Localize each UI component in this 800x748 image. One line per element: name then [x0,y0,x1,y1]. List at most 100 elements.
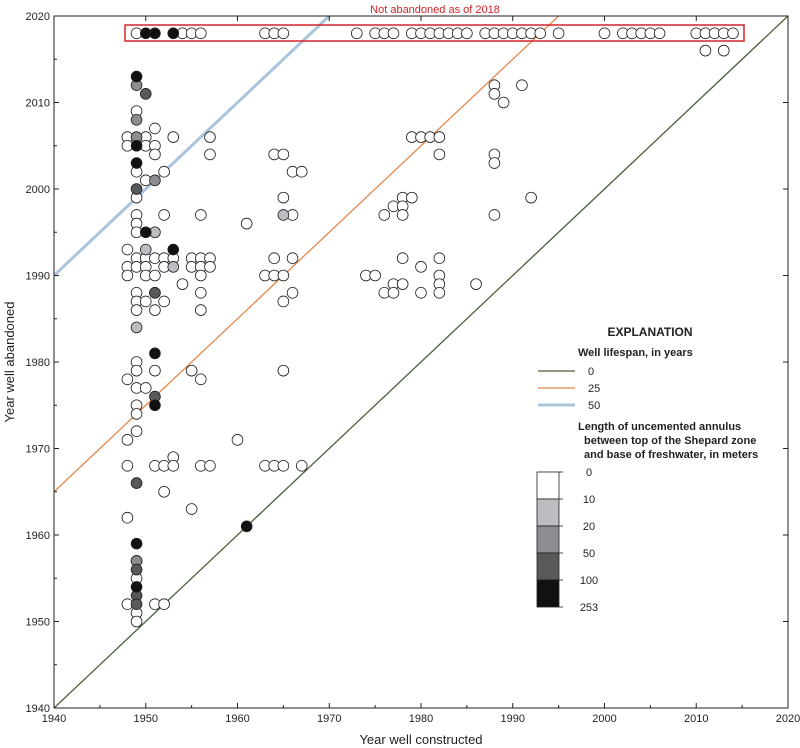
data-point-class-0 [195,304,207,316]
data-point-class-0 [185,503,198,515]
legend-annulus-title-line-2: between top of the Shepard zone [584,435,756,447]
data-point-class-0 [369,269,381,282]
lifespan-line-0 [54,16,788,708]
data-point-class-0 [378,209,391,221]
data-point-class-0 [158,165,170,178]
data-point-class-4 [149,347,161,360]
data-point-class-0 [130,425,143,438]
data-point-class-0 [699,44,712,57]
data-point-class-0 [195,286,207,299]
data-point-class-4 [130,157,143,169]
data-point-class-0 [277,269,290,282]
legend-annulus-label: 253 [580,602,598,614]
data-point-class-0 [433,252,446,265]
data-point-class-0 [552,27,565,40]
y-tick-label: 2010 [26,98,50,110]
legend-annulus-swatch [536,525,560,554]
data-point-class-0 [534,27,547,40]
legend-annulus-label: 100 [580,575,598,587]
data-point-class-0 [277,459,290,472]
data-point-class-0 [406,191,418,204]
data-point-class-0 [350,27,363,40]
data-point-class-0 [130,615,143,628]
data-point-class-0 [415,286,427,299]
data-point-class-3 [149,286,161,299]
legend-annulus-label: 20 [583,521,595,533]
data-point-class-0 [717,44,730,57]
data-point-class-0 [525,191,537,204]
data-point-class-1 [130,321,143,334]
x-tick-label: 1960 [225,713,249,725]
data-point-class-0 [121,243,134,256]
data-point-class-0 [470,278,482,290]
data-point-class-0 [461,27,473,40]
data-point-class-0 [185,364,198,377]
y-tick-label: 1990 [26,271,50,283]
data-point-class-0 [415,261,427,273]
legend-line-label: 0 [588,366,594,378]
data-point-class-2 [130,114,143,126]
data-point-class-3 [130,477,143,489]
data-point-class-0 [149,122,161,135]
data-point-class-0 [149,304,161,316]
data-point-class-0 [387,27,400,40]
data-point-class-0 [195,27,207,40]
data-point-class-0 [433,148,446,161]
data-point-class-0 [433,131,446,143]
data-point-class-0 [396,252,409,265]
data-point-class-4 [139,226,152,239]
data-point-class-0 [121,373,134,386]
data-point-class-3 [130,598,143,610]
x-tick-label: 2010 [684,713,708,725]
lifespan-line-50 [54,16,332,277]
data-point-class-0 [195,373,207,386]
data-point-class-0 [396,278,409,290]
data-point-class-0 [149,269,161,282]
data-point-class-0 [121,269,134,282]
data-point-class-4 [240,520,253,533]
data-point-class-0 [121,511,134,524]
data-point-class-0 [727,27,739,40]
legend-annulus-swatch [536,552,560,581]
data-point-class-0 [277,191,290,204]
legend-annulus-swatch [536,498,560,527]
legend-annulus-label: 0 [586,467,592,479]
x-tick-label: 2000 [592,713,616,725]
legend-annulus-scale: 0 10 20 50 100 253 [536,467,598,614]
data-point-class-0 [277,295,290,308]
data-point-class-0 [167,131,180,143]
lifespan-line-25 [54,16,560,493]
legend-annulus-swatch [536,579,560,608]
data-point-class-0 [286,252,299,265]
lifespan-lines [54,16,788,708]
data-point-class-0 [286,286,299,299]
data-point-class-0 [277,364,290,377]
data-point-class-0 [158,598,170,610]
data-point-class-0 [204,148,216,161]
data-point-class-0 [158,295,170,308]
y-tick-label: 2000 [26,184,50,196]
legend-annulus-label: 50 [583,548,595,560]
data-point-class-1 [277,209,290,221]
legend-line-label: 25 [588,383,600,395]
x-tick-label: 1940 [42,713,66,725]
data-point-class-0 [598,27,611,40]
data-point-class-0 [130,364,143,377]
data-point-class-0 [488,157,501,169]
data-point-class-0 [149,364,161,377]
data-point-class-3 [130,183,143,195]
data-point-class-4 [130,581,143,593]
not-abandoned-annotation: Not abandoned as of 2018 [370,4,500,16]
data-point-class-4 [130,537,143,550]
data-point-class-4 [130,70,143,83]
legend-annulus-title-line-1: Length of uncemented annulus [578,421,741,433]
data-point-class-0 [167,459,180,472]
legend-annulus-swatch [536,471,560,500]
x-tick-label: 1980 [409,713,433,725]
data-point-class-2 [149,174,161,187]
data-point-class-0 [433,286,446,299]
data-point-class-0 [240,217,253,230]
data-point-class-0 [139,295,152,308]
